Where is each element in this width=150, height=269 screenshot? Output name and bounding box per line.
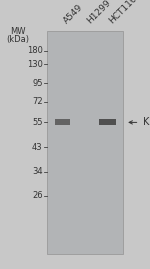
Text: 95: 95 — [32, 79, 43, 88]
Text: 26: 26 — [32, 191, 43, 200]
Text: KLF5: KLF5 — [143, 117, 150, 128]
Text: 72: 72 — [32, 97, 43, 106]
Text: H1299: H1299 — [85, 0, 112, 26]
Text: HCT116: HCT116 — [107, 0, 139, 26]
Text: 34: 34 — [32, 167, 43, 176]
Text: 180: 180 — [27, 46, 43, 55]
Text: 55: 55 — [32, 118, 43, 127]
Text: 130: 130 — [27, 59, 43, 69]
Text: MW: MW — [10, 27, 26, 36]
Text: (kDa): (kDa) — [6, 34, 30, 44]
Bar — [55, 119, 70, 125]
Bar — [99, 119, 116, 125]
Text: A549: A549 — [62, 3, 85, 26]
Text: 43: 43 — [32, 143, 43, 152]
Bar — [47, 31, 123, 254]
